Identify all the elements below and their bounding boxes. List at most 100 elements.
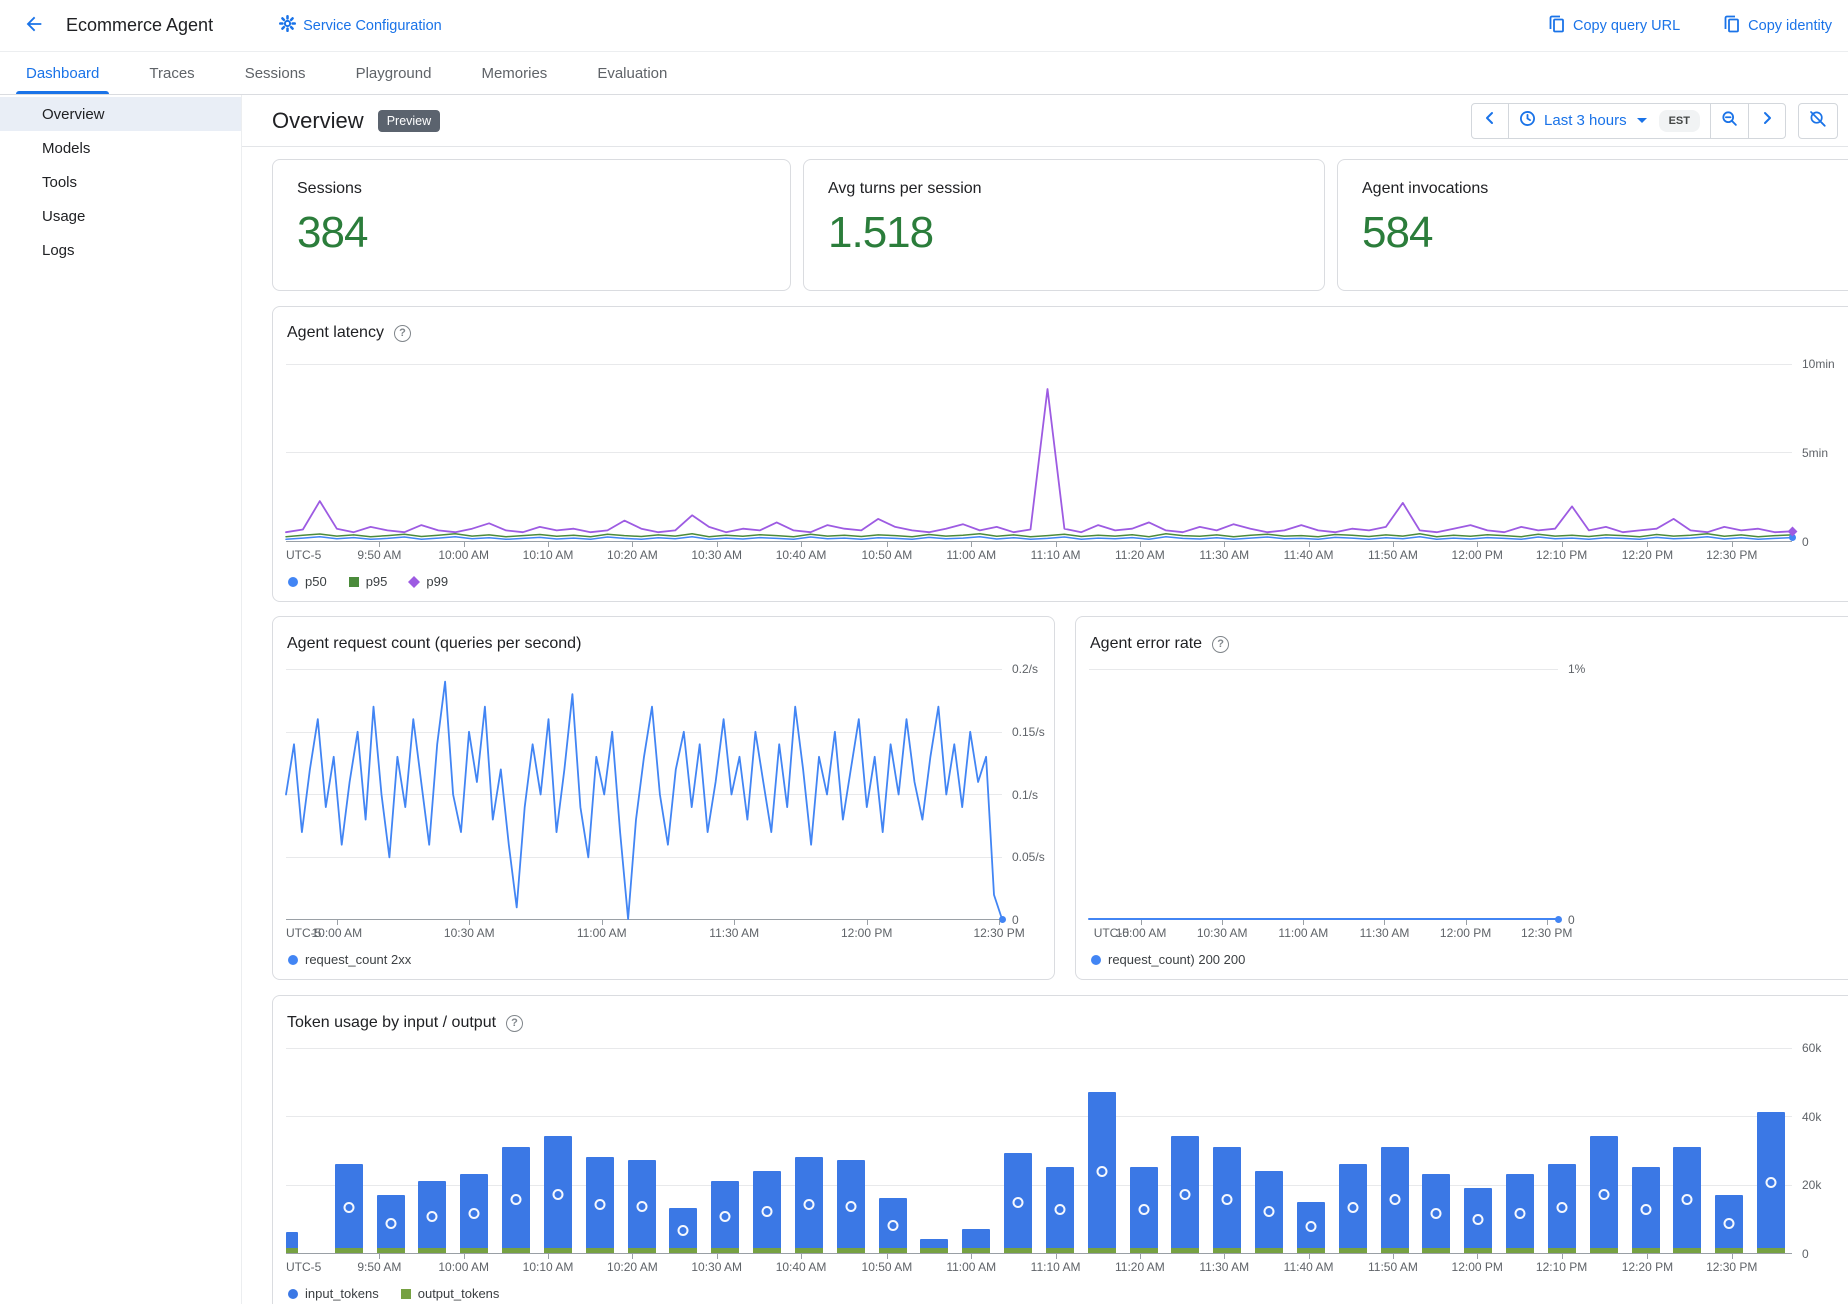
legend-item-output-tokens[interactable]: output_tokens — [400, 1286, 499, 1301]
output-tokens-segment — [1757, 1247, 1786, 1253]
bar-marker-ring — [887, 1219, 899, 1231]
tab-playground[interactable]: Playground — [355, 64, 432, 82]
x-axis-label: 10:40 AM — [775, 548, 827, 562]
time-range-dropdown[interactable]: Last 3 hours — [1509, 104, 1657, 138]
y-axis-label: 0.2/s — [1012, 662, 1039, 676]
output-tokens-segment — [1338, 1247, 1367, 1253]
token-bar — [920, 1239, 949, 1253]
chart-legend: p50 p95 p99 — [286, 566, 1848, 601]
legend-item-input-tokens[interactable]: input_tokens — [288, 1286, 379, 1301]
output-tokens-segment — [418, 1247, 447, 1253]
legend-item-p50[interactable]: p50 — [288, 574, 327, 589]
x-axis-label: UTC-5 — [286, 926, 322, 940]
output-tokens-segment — [962, 1247, 991, 1253]
y-axis-label: 0.05/s — [1012, 850, 1045, 865]
series-end-marker — [1789, 534, 1796, 542]
sidebar-item-overview[interactable]: Overview — [0, 97, 241, 131]
sidebar: Overview Models Tools Usage Logs — [0, 95, 242, 1304]
disable-zoom-button[interactable] — [1798, 102, 1838, 139]
legend-item-p99[interactable]: p99 — [408, 574, 448, 589]
zoom-out-button[interactable] — [1711, 104, 1748, 138]
output-tokens-segment — [1087, 1247, 1116, 1253]
help-icon[interactable]: ? — [393, 324, 411, 342]
bar-marker-ring — [803, 1198, 815, 1210]
chart-title: Agent request count (queries per second) — [287, 635, 582, 652]
bar-marker-ring — [1305, 1221, 1317, 1233]
bar-marker-ring — [1221, 1193, 1233, 1205]
circle-marker-icon — [288, 954, 298, 965]
copy-query-url-button[interactable]: Copy query URL — [1549, 15, 1680, 37]
output-tokens-segment — [1631, 1247, 1660, 1253]
x-axis-label: 11:30 AM — [709, 926, 760, 940]
x-axis-label: 12:30 PM — [973, 926, 1025, 940]
x-axis-label: 10:20 AM — [607, 548, 658, 562]
page-title: Overview — [272, 107, 364, 133]
back-button[interactable] — [16, 8, 52, 44]
y-axis-label: 20k — [1802, 1178, 1822, 1193]
legend-item-p95[interactable]: p95 — [348, 574, 388, 589]
token-bar — [1757, 1112, 1786, 1253]
token-bar — [460, 1174, 489, 1253]
sidebar-item-logs[interactable]: Logs — [42, 241, 75, 259]
chevron-right-icon — [1759, 110, 1775, 131]
tab-memories[interactable]: Memories — [481, 64, 548, 82]
token-bar — [1171, 1136, 1200, 1253]
token-bar — [502, 1146, 531, 1253]
x-axis-label: 12:10 PM — [1535, 548, 1588, 562]
service-configuration-link[interactable]: Service Configuration — [279, 15, 442, 36]
bar-marker-ring — [1389, 1193, 1401, 1205]
legend-label: p95 — [365, 574, 388, 589]
x-axis-label: 11:30 AM — [1359, 926, 1410, 940]
legend-item-request-count-2xx[interactable]: request_count 2xx — [288, 952, 411, 967]
token-bar — [1506, 1174, 1535, 1253]
token-bar — [1673, 1146, 1702, 1253]
square-marker-icon — [348, 576, 359, 587]
output-tokens-segment — [1380, 1247, 1409, 1253]
sidebar-item-tools[interactable]: Tools — [42, 173, 78, 191]
token-bar — [543, 1136, 572, 1253]
tab-dashboard[interactable]: Dashboard — [12, 52, 113, 94]
bar-marker-ring — [1472, 1214, 1484, 1226]
avg-turns-card: Avg turns per session 1.518 — [803, 159, 1325, 291]
tab-evaluation[interactable]: Evaluation — [597, 64, 668, 82]
token-bar — [627, 1160, 656, 1253]
sessions-card: Sessions 384 — [272, 159, 791, 291]
bar-marker-ring — [510, 1193, 522, 1205]
bar-marker-ring — [677, 1224, 689, 1236]
bar-marker-ring — [1096, 1166, 1108, 1178]
token-bar — [376, 1194, 405, 1253]
chart-title: Agent latency — [287, 324, 384, 341]
output-tokens-segment — [836, 1247, 865, 1253]
bar-marker-ring — [761, 1205, 773, 1217]
copy-identity-button[interactable]: Copy identity — [1724, 15, 1832, 37]
output-tokens-segment — [1213, 1247, 1242, 1253]
time-forward-button[interactable] — [1749, 104, 1785, 138]
x-axis-label: 10:30 AM — [691, 1260, 743, 1274]
legend-item-request-count-200-200[interactable]: request_count) 200 200 — [1091, 952, 1245, 967]
output-tokens-segment — [711, 1247, 740, 1253]
x-axis-label: 12:00 PM — [1439, 926, 1492, 940]
sidebar-item-models[interactable]: Models — [42, 139, 91, 157]
output-tokens-segment — [1045, 1247, 1074, 1253]
tab-sessions[interactable]: Sessions — [244, 64, 306, 82]
output-tokens-segment — [1589, 1247, 1618, 1253]
agent-error-rate-card: Agent error rate? 1% 0 UTC-5 10:00 AM 10:30 A… — [1075, 616, 1848, 980]
output-tokens-segment — [627, 1247, 656, 1253]
bar-marker-ring — [468, 1207, 480, 1219]
x-axis-label: 10:30 AM — [443, 926, 495, 940]
sessions-value: 384 — [297, 208, 368, 257]
tab-traces[interactable]: Traces — [149, 64, 195, 82]
help-icon[interactable]: ? — [506, 1014, 524, 1032]
chevron-left-icon — [1482, 110, 1498, 131]
output-tokens-segment — [669, 1247, 698, 1253]
x-axis-label: 11:30 AM — [1199, 548, 1250, 562]
copy-icon — [1549, 15, 1565, 37]
time-back-button[interactable] — [1472, 104, 1508, 138]
output-tokens-segment — [1004, 1247, 1033, 1253]
x-axis-label: UTC-5 — [286, 548, 322, 562]
sidebar-item-usage[interactable]: Usage — [42, 207, 86, 225]
x-axis-label: 9:50 AM — [357, 1260, 402, 1274]
error_rate-plot — [1088, 669, 1562, 923]
help-icon[interactable]: ? — [1212, 635, 1230, 653]
y-axis-label: 60k — [1802, 1041, 1822, 1055]
